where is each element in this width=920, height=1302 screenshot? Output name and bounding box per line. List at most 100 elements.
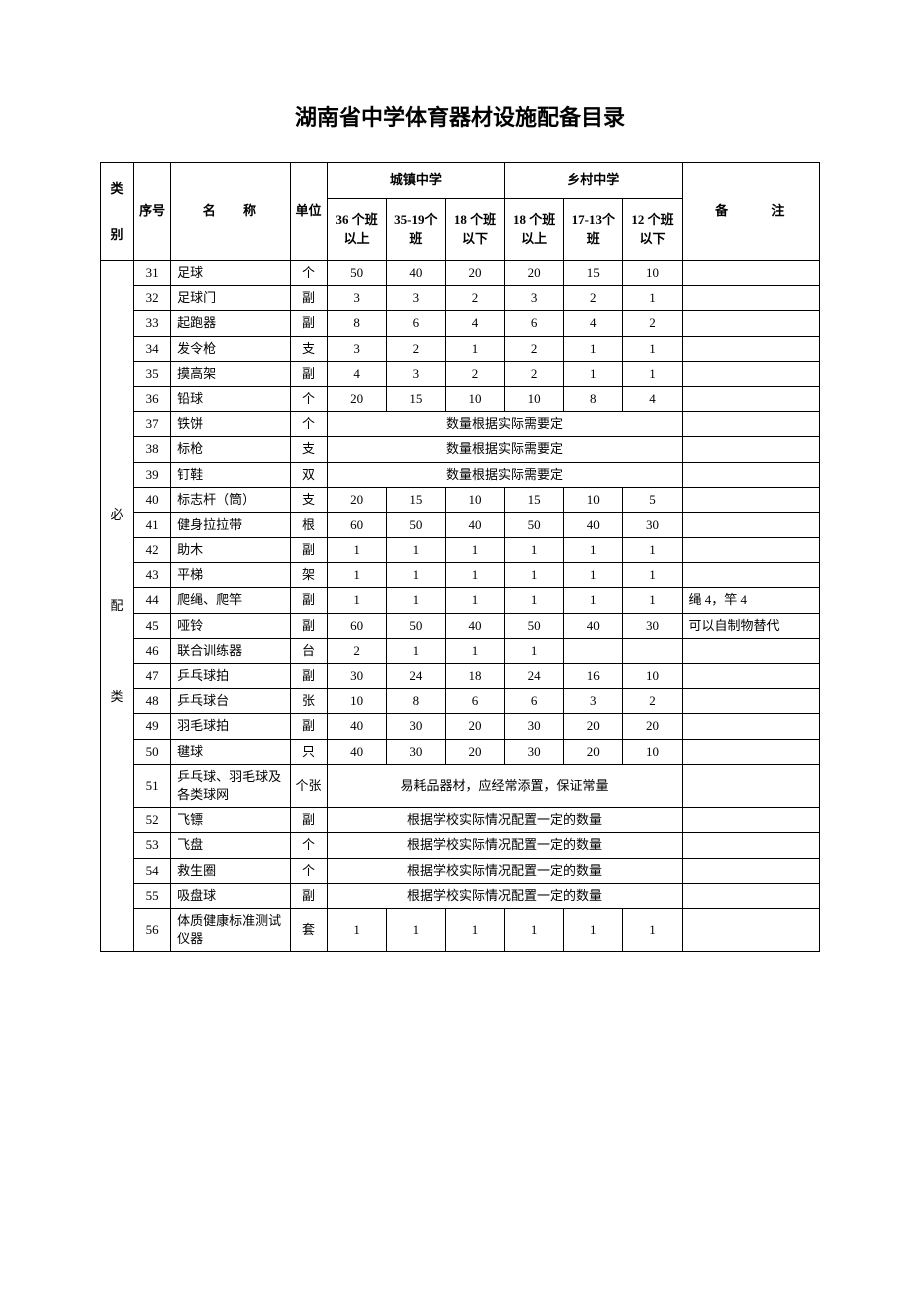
unit-cell: 副: [290, 883, 327, 908]
seq-cell: 49: [134, 714, 171, 739]
value-cell: 18: [445, 664, 504, 689]
unit-cell: 个: [290, 858, 327, 883]
value-cell: 10: [623, 739, 682, 764]
name-cell: 铅球: [171, 386, 290, 411]
table-row: 56体质健康标准测试仪器套111111: [101, 908, 820, 951]
note-cell: [682, 311, 819, 336]
value-cell: 50: [505, 613, 564, 638]
value-cell: 1: [623, 563, 682, 588]
name-cell: 爬绳、爬竿: [171, 588, 290, 613]
note-cell: 可以自制物替代: [682, 613, 819, 638]
value-cell: 1: [564, 538, 623, 563]
value-cell: 1: [564, 908, 623, 951]
unit-cell: 套: [290, 908, 327, 951]
value-cell: [623, 638, 682, 663]
seq-cell: 51: [134, 764, 171, 807]
seq-cell: 55: [134, 883, 171, 908]
value-cell: 10: [445, 386, 504, 411]
value-cell: 4: [327, 361, 386, 386]
table-row: 36铅球个2015101084: [101, 386, 820, 411]
value-cell: 3: [386, 286, 445, 311]
value-cell: 5: [623, 487, 682, 512]
value-cell: 6: [386, 311, 445, 336]
value-cell: 2: [623, 311, 682, 336]
table-row: 55吸盘球副根据学校实际情况配置一定的数量: [101, 883, 820, 908]
table-row: 45哑铃副605040504030可以自制物替代: [101, 613, 820, 638]
table-row: 47乒乓球拍副302418241610: [101, 664, 820, 689]
seq-cell: 37: [134, 412, 171, 437]
unit-cell: 个: [290, 833, 327, 858]
note-cell: [682, 563, 819, 588]
value-cell: 4: [564, 311, 623, 336]
value-cell: 16: [564, 664, 623, 689]
name-cell: 钉鞋: [171, 462, 290, 487]
table-row: 51乒乓球、羽毛球及各类球网个张易耗品器材，应经常添置，保证常量: [101, 764, 820, 807]
unit-cell: 支: [290, 336, 327, 361]
value-cell: 3: [564, 689, 623, 714]
name-cell: 标志杆（筒）: [171, 487, 290, 512]
value-cell: 20: [445, 261, 504, 286]
value-cell: 2: [623, 689, 682, 714]
value-cell: 15: [564, 261, 623, 286]
value-cell: 3: [386, 361, 445, 386]
value-cell: 40: [445, 512, 504, 537]
seq-cell: 36: [134, 386, 171, 411]
value-cell: 2: [445, 361, 504, 386]
seq-cell: 34: [134, 336, 171, 361]
unit-cell: 个: [290, 412, 327, 437]
value-cell: 2: [564, 286, 623, 311]
name-cell: 健身拉拉带: [171, 512, 290, 537]
value-cell: 1: [327, 588, 386, 613]
unit-cell: 副: [290, 714, 327, 739]
col-category: 类别: [101, 163, 134, 261]
value-cell: 30: [505, 714, 564, 739]
span-cell: 数量根据实际需要定: [327, 462, 682, 487]
value-cell: 40: [564, 512, 623, 537]
col-rural-0: 18 个班以上: [505, 199, 564, 261]
table-row: 必配类31足球个504020201510: [101, 261, 820, 286]
name-cell: 救生圈: [171, 858, 290, 883]
value-cell: 50: [386, 512, 445, 537]
table-row: 46联合训练器台2111: [101, 638, 820, 663]
value-cell: 30: [386, 739, 445, 764]
value-cell: 40: [327, 714, 386, 739]
value-cell: 1: [505, 538, 564, 563]
value-cell: 40: [386, 261, 445, 286]
value-cell: 1: [623, 908, 682, 951]
value-cell: 30: [623, 613, 682, 638]
value-cell: 1: [386, 588, 445, 613]
value-cell: [564, 638, 623, 663]
note-cell: [682, 908, 819, 951]
value-cell: 10: [623, 664, 682, 689]
value-cell: 1: [445, 588, 504, 613]
table-row: 48乒乓球台张1086632: [101, 689, 820, 714]
value-cell: 3: [327, 286, 386, 311]
value-cell: 30: [386, 714, 445, 739]
unit-cell: 个: [290, 386, 327, 411]
table-row: 52飞镖副根据学校实际情况配置一定的数量: [101, 808, 820, 833]
note-cell: [682, 437, 819, 462]
unit-cell: 副: [290, 311, 327, 336]
seq-cell: 40: [134, 487, 171, 512]
note-cell: [682, 462, 819, 487]
value-cell: 1: [386, 908, 445, 951]
value-cell: 15: [386, 487, 445, 512]
note-cell: 绳 4，竿 4: [682, 588, 819, 613]
value-cell: 10: [623, 261, 682, 286]
value-cell: 24: [505, 664, 564, 689]
table-row: 39钉鞋双数量根据实际需要定: [101, 462, 820, 487]
span-cell: 易耗品器材，应经常添置，保证常量: [327, 764, 682, 807]
col-unit: 单位: [290, 163, 327, 261]
value-cell: 40: [564, 613, 623, 638]
value-cell: 6: [505, 311, 564, 336]
value-cell: 40: [327, 739, 386, 764]
name-cell: 助木: [171, 538, 290, 563]
note-cell: [682, 858, 819, 883]
unit-cell: 个张: [290, 764, 327, 807]
value-cell: 1: [327, 538, 386, 563]
value-cell: 1: [386, 563, 445, 588]
table-row: 34发令枪支321211: [101, 336, 820, 361]
name-cell: 联合训练器: [171, 638, 290, 663]
table-row: 53飞盘个根据学校实际情况配置一定的数量: [101, 833, 820, 858]
table-body: 必配类31足球个50402020151032足球门副33232133起跑器副86…: [101, 261, 820, 952]
